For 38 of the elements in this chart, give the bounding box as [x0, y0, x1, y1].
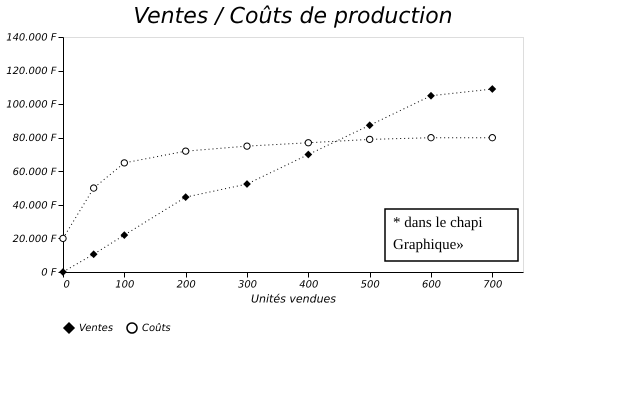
y-tick-label: 80.000 F — [12, 133, 57, 144]
chart-title: Ventes / Coûts de production — [133, 4, 453, 29]
x-tick-label: 500 — [360, 280, 380, 290]
x-axis-title: Unités vendues — [250, 292, 336, 306]
point — [304, 139, 312, 146]
point — [120, 159, 128, 167]
x-tick-label: 600 — [422, 280, 442, 290]
legend-label: Ventes — [79, 323, 114, 334]
point — [488, 134, 496, 142]
y-tick-label: 40.000 F — [12, 200, 57, 212]
point — [488, 85, 496, 93]
x-tick-label: 400 — [299, 280, 318, 290]
point — [366, 122, 374, 129]
point — [120, 231, 128, 239]
x-tick-label: 300 — [238, 280, 258, 290]
y-tick-label: 140.000 F — [6, 32, 57, 44]
point — [90, 250, 98, 258]
x-tick-label: 200 — [176, 280, 196, 290]
x-tick-label: 0 — [64, 280, 70, 290]
legend-label: Coûts — [142, 323, 171, 334]
point — [427, 134, 435, 142]
x-tick-label: 100 — [115, 280, 134, 290]
x-tick-label: 700 — [483, 280, 502, 290]
point — [366, 136, 374, 144]
point — [427, 92, 435, 100]
y-tick-label: 120.000 F — [6, 66, 57, 78]
point — [243, 142, 251, 150]
point — [304, 150, 312, 158]
y-tick-label: 100.000 F — [6, 100, 57, 111]
point — [59, 234, 67, 242]
point — [90, 184, 98, 192]
point — [182, 147, 190, 155]
y-tick-label: 20.000 F — [12, 234, 57, 245]
annotation: * dans le chapi Graphique» — [393, 215, 483, 253]
point — [243, 180, 251, 188]
y-tick-label: 60.000 F — [12, 166, 57, 178]
point — [182, 193, 190, 201]
y-tick-label: 0 F — [41, 268, 57, 278]
